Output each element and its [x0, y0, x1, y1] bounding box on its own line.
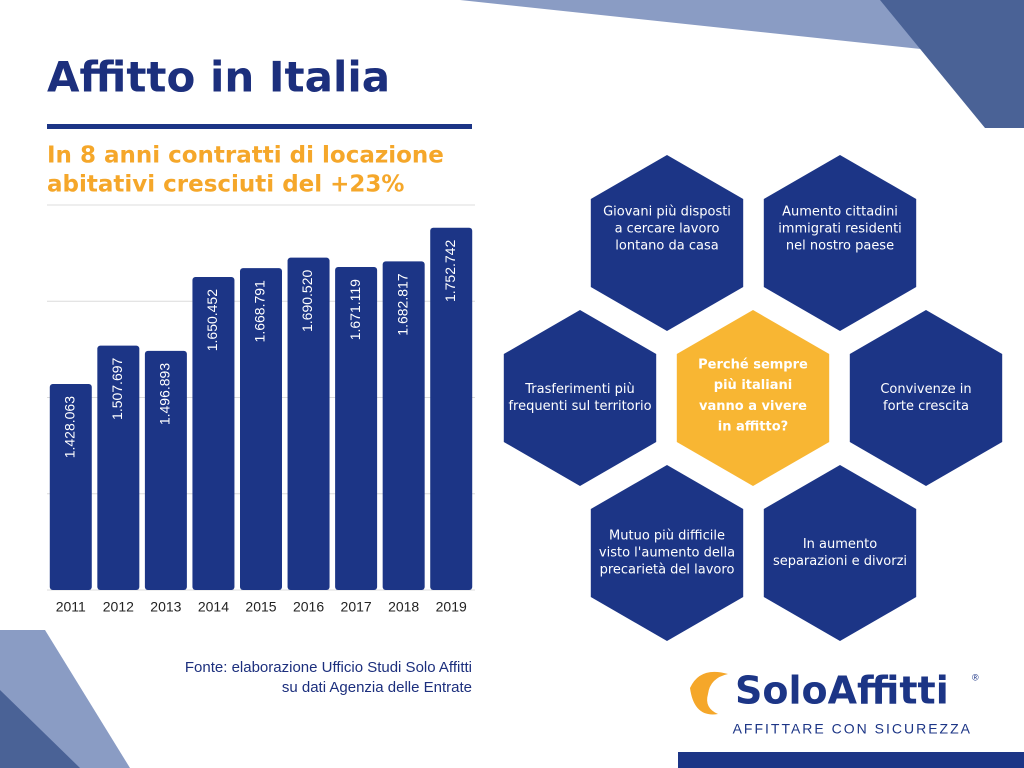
hexagon: [676, 310, 830, 486]
rule: [47, 124, 472, 129]
logo-mark: ®: [972, 672, 979, 682]
subtitle: abitativi cresciuti del +23%: [47, 172, 404, 198]
hexagon-text: Convivenze in: [880, 382, 971, 397]
hexagon-text: In aumento: [803, 537, 877, 552]
bar: [287, 257, 330, 590]
x-tick-label: 2013: [150, 599, 181, 615]
hexagon-text: più italiani: [714, 378, 792, 393]
hexagon-text: visto l'aumento della: [599, 546, 735, 561]
bar: [382, 261, 425, 590]
bar: [430, 227, 473, 590]
hexagon-text: Mutuo più difficile: [609, 529, 725, 544]
hexagon-text: vanno a vivere: [699, 399, 807, 414]
hexagon: [763, 465, 917, 641]
x-tick-label: 2019: [436, 599, 467, 615]
hexagon: [590, 465, 744, 641]
hexagon-text: Aumento cittadini: [782, 205, 898, 220]
logo-tagline: AFFITTARE CON SICUREZZA: [733, 721, 972, 737]
hexagon-text: a cercare lavoro: [615, 222, 720, 237]
x-tick-label: 2014: [198, 599, 229, 615]
hexagon-text: Giovani più disposti: [603, 205, 731, 220]
hexagon-text: Trasferimenti più: [524, 382, 635, 397]
x-tick-label: 2012: [103, 599, 134, 615]
hexagon-text: nel nostro paese: [786, 238, 894, 253]
source: Fonte: elaborazione Ufficio Studi Solo A…: [185, 659, 472, 676]
hexagon-text: in affitto?: [718, 420, 788, 435]
hexagon-text: forte crescita: [883, 399, 969, 414]
hexagon-text: frequenti sul territorio: [508, 399, 651, 414]
title: Affitto in Italia: [47, 53, 390, 102]
hexagon-text: precarietà del lavoro: [600, 562, 735, 577]
value-label: 1.668.791: [252, 280, 268, 342]
bar: [49, 383, 92, 590]
decor: [460, 0, 1024, 60]
value-label: 1.496.893: [157, 363, 173, 425]
hexagon: [763, 155, 917, 331]
x-tick-label: 2018: [388, 599, 419, 615]
source: su dati Agenzia delle Entrate: [282, 679, 472, 696]
logo-name: SoloAffitti: [735, 669, 949, 713]
x-tick-label: 2011: [56, 599, 86, 615]
value-label: 1.507.697: [109, 357, 125, 419]
value-label: 1.428.063: [61, 396, 77, 458]
x-tick-label: 2016: [293, 599, 324, 615]
bar: [144, 350, 187, 590]
decor: [880, 0, 1024, 128]
logo-icon: [690, 671, 728, 715]
value-label: 1.752.742: [442, 240, 458, 302]
x-tick-label: 2017: [341, 599, 372, 615]
value-label: 1.650.452: [204, 289, 220, 351]
decor: [678, 752, 1024, 768]
x-tick-label: 2015: [245, 599, 276, 615]
hexagon: [849, 310, 1003, 486]
subtitle: In 8 anni contratti di locazione: [47, 143, 444, 169]
value-label: 1.671.119: [347, 279, 363, 340]
hexagon-group: Giovani più disposti a cercare lavorolont…: [503, 155, 1003, 641]
bar: [97, 345, 140, 590]
bar: [335, 267, 378, 590]
bar: [192, 276, 235, 590]
hexagon: [503, 310, 657, 486]
bar: [240, 268, 282, 590]
decor: [0, 690, 80, 768]
hexagon: [590, 155, 744, 331]
hexagon-text: lontano da casa: [615, 238, 718, 253]
hexagon-text: immigrati residenti: [778, 222, 902, 237]
value-label: 1.682.817: [394, 273, 410, 335]
hexagon-text: separazioni e divorzi: [773, 554, 907, 569]
value-label: 1.690.520: [299, 269, 315, 331]
hexagon-text: Perché sempre: [698, 357, 808, 372]
